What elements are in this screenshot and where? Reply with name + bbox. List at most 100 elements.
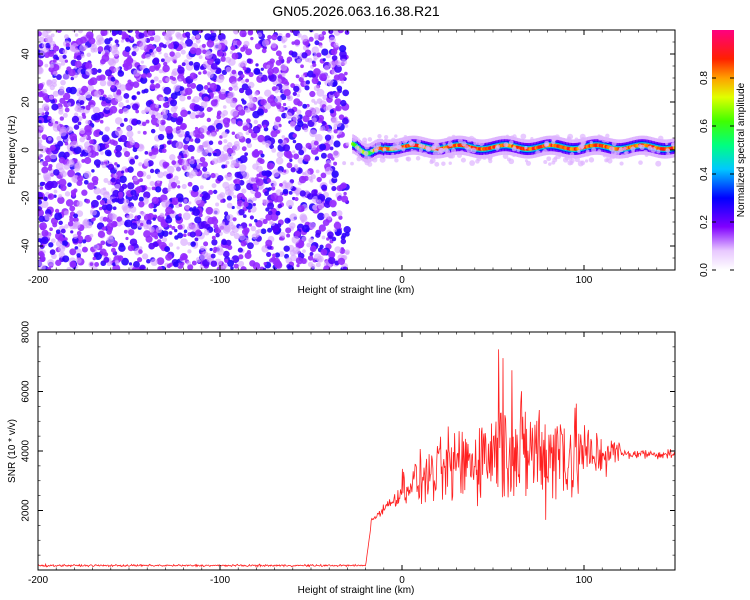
heatmap-cell	[601, 137, 607, 143]
heatmap-cell	[308, 237, 314, 244]
heatmap-cell	[298, 175, 307, 184]
heatmap-cell	[237, 247, 243, 253]
heatmap-cell	[89, 262, 94, 266]
heatmap-cell	[447, 141, 453, 147]
heatmap-cell	[286, 56, 293, 63]
heatmap-cell	[151, 114, 156, 120]
heatmap-cell	[142, 130, 147, 135]
heatmap-cell	[333, 161, 338, 166]
heatmap-cell	[304, 85, 310, 91]
heatmap-cell	[150, 79, 155, 84]
heatmap-cell	[177, 185, 181, 189]
heatmap-cell	[535, 150, 541, 156]
heatmap-cell	[266, 162, 274, 170]
heatmap-cell	[64, 107, 70, 113]
heatmap-cell	[164, 246, 171, 253]
heatmap-cell	[58, 109, 64, 115]
heatmap-cell	[350, 161, 354, 166]
heatmap-cell	[186, 260, 191, 266]
heatmap-cell	[163, 33, 172, 41]
heatmap-cell	[156, 180, 161, 184]
heatmap-cell	[48, 242, 54, 248]
heatmap-cell	[80, 68, 87, 75]
heatmap-cell	[333, 74, 340, 81]
heatmap-cell	[58, 89, 65, 97]
heatmap-cell	[139, 144, 144, 149]
heatmap-cell	[311, 189, 318, 196]
heatmap-cell	[43, 97, 47, 101]
heatmap-cell	[62, 92, 71, 101]
heatmap-cell	[306, 193, 314, 200]
heatmap-cell	[282, 144, 291, 152]
heatmap-cell	[472, 137, 477, 142]
heatmap-cell	[394, 134, 398, 138]
heatmap-cell	[206, 130, 211, 135]
heatmap-cell	[230, 266, 234, 270]
heatmap-cell	[295, 249, 301, 254]
heatmap-cell	[117, 196, 125, 205]
heatmap-cell	[57, 196, 65, 204]
heatmap-cell	[367, 137, 373, 142]
heatmap-cell	[85, 62, 93, 70]
heatmap-cell	[38, 36, 45, 43]
heatmap-cell	[161, 108, 169, 115]
heatmap-cell	[72, 236, 79, 244]
heatmap-cell	[510, 135, 515, 140]
heatmap-cell	[148, 228, 153, 232]
heatmap-cell	[285, 227, 292, 234]
heatmap-cell	[65, 42, 70, 48]
heatmap-cell	[446, 152, 451, 158]
colorbar-tick-label: 0.4	[699, 167, 710, 181]
heatmap-cell	[205, 206, 214, 215]
heatmap-cell	[159, 144, 165, 150]
heatmap-cell	[90, 265, 98, 270]
heatmap-cell	[650, 147, 657, 153]
heatmap-cell	[343, 226, 351, 234]
heatmap-cell	[260, 153, 265, 158]
heatmap-cell	[162, 64, 170, 73]
heatmap-cell	[201, 161, 208, 168]
heatmap-cell	[262, 267, 267, 270]
heatmap-cell	[151, 196, 159, 204]
heatmap-cell	[303, 172, 307, 176]
heatmap-cell	[192, 208, 201, 216]
heatmap-cell	[552, 157, 558, 163]
heatmap-cell	[198, 55, 203, 59]
heatmap-cell	[70, 189, 77, 195]
heatmap-cell	[110, 84, 115, 89]
heatmap-cell	[140, 60, 145, 64]
heatmap-cell	[226, 142, 233, 148]
heatmap-cell	[182, 233, 187, 238]
heatmap-cell	[183, 229, 188, 234]
heatmap-cell	[143, 224, 149, 230]
heatmap-cell	[204, 33, 212, 41]
heatmap-cell	[127, 55, 132, 60]
heatmap-cell	[138, 162, 143, 167]
heatmap-cell	[168, 224, 172, 228]
heatmap-cell	[269, 258, 274, 263]
heatmap-cell	[220, 199, 224, 203]
heatmap-cell	[391, 137, 396, 143]
heatmap-cell	[199, 253, 207, 261]
heatmap-cell	[66, 126, 74, 133]
heatmap-cell	[131, 103, 139, 111]
heatmap-cell	[67, 220, 74, 227]
spectrogram-y-tick-label: 40	[21, 48, 32, 60]
heatmap-cell	[92, 256, 97, 261]
heatmap-cell	[323, 200, 332, 208]
heatmap-cell	[289, 158, 293, 163]
heatmap-cell	[327, 231, 334, 239]
heatmap-cell	[589, 140, 593, 145]
heatmap-cell	[308, 36, 314, 42]
heatmap-cell	[149, 168, 155, 174]
heatmap-cell	[130, 189, 137, 196]
heatmap-cell	[132, 45, 140, 53]
heatmap-cell	[316, 88, 325, 97]
heatmap-cell	[238, 260, 245, 267]
heatmap-cell	[150, 258, 158, 266]
heatmap-cell	[327, 79, 335, 87]
heatmap-cell	[129, 158, 136, 165]
heatmap-cell	[267, 187, 272, 191]
heatmap-cell	[338, 215, 343, 220]
